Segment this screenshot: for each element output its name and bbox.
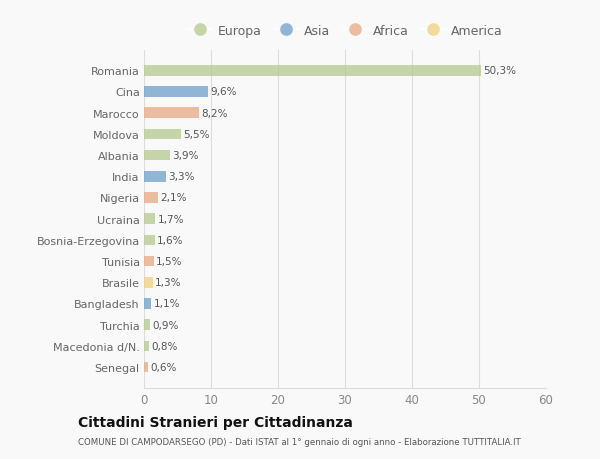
- Text: 8,2%: 8,2%: [201, 108, 227, 118]
- Text: 1,7%: 1,7%: [157, 214, 184, 224]
- Text: 1,6%: 1,6%: [157, 235, 183, 245]
- Bar: [144, 151, 170, 161]
- Bar: [144, 277, 153, 288]
- Legend: Europa, Asia, Africa, America: Europa, Asia, Africa, America: [182, 20, 508, 43]
- Text: 1,3%: 1,3%: [155, 278, 181, 288]
- Bar: [144, 172, 166, 182]
- Text: 3,9%: 3,9%: [172, 151, 199, 161]
- Bar: [144, 235, 155, 246]
- Text: 3,3%: 3,3%: [168, 172, 194, 182]
- Text: COMUNE DI CAMPODARSEGO (PD) - Dati ISTAT al 1° gennaio di ogni anno - Elaborazio: COMUNE DI CAMPODARSEGO (PD) - Dati ISTAT…: [78, 437, 521, 446]
- Text: 0,6%: 0,6%: [150, 362, 176, 372]
- Bar: [144, 87, 208, 98]
- Bar: [144, 66, 481, 76]
- Bar: [144, 129, 181, 140]
- Bar: [144, 108, 199, 119]
- Text: 1,1%: 1,1%: [154, 299, 180, 309]
- Bar: [144, 362, 148, 373]
- Text: 2,1%: 2,1%: [160, 193, 187, 203]
- Bar: [144, 193, 158, 203]
- Text: 1,5%: 1,5%: [156, 257, 182, 267]
- Text: 5,5%: 5,5%: [183, 129, 209, 140]
- Bar: [144, 319, 150, 330]
- Bar: [144, 298, 151, 309]
- Bar: [144, 341, 149, 352]
- Text: 0,9%: 0,9%: [152, 320, 178, 330]
- Text: Cittadini Stranieri per Cittadinanza: Cittadini Stranieri per Cittadinanza: [78, 415, 353, 429]
- Text: 0,8%: 0,8%: [151, 341, 178, 351]
- Text: 50,3%: 50,3%: [483, 66, 516, 76]
- Text: 9,6%: 9,6%: [211, 87, 237, 97]
- Bar: [144, 256, 154, 267]
- Bar: [144, 214, 155, 224]
